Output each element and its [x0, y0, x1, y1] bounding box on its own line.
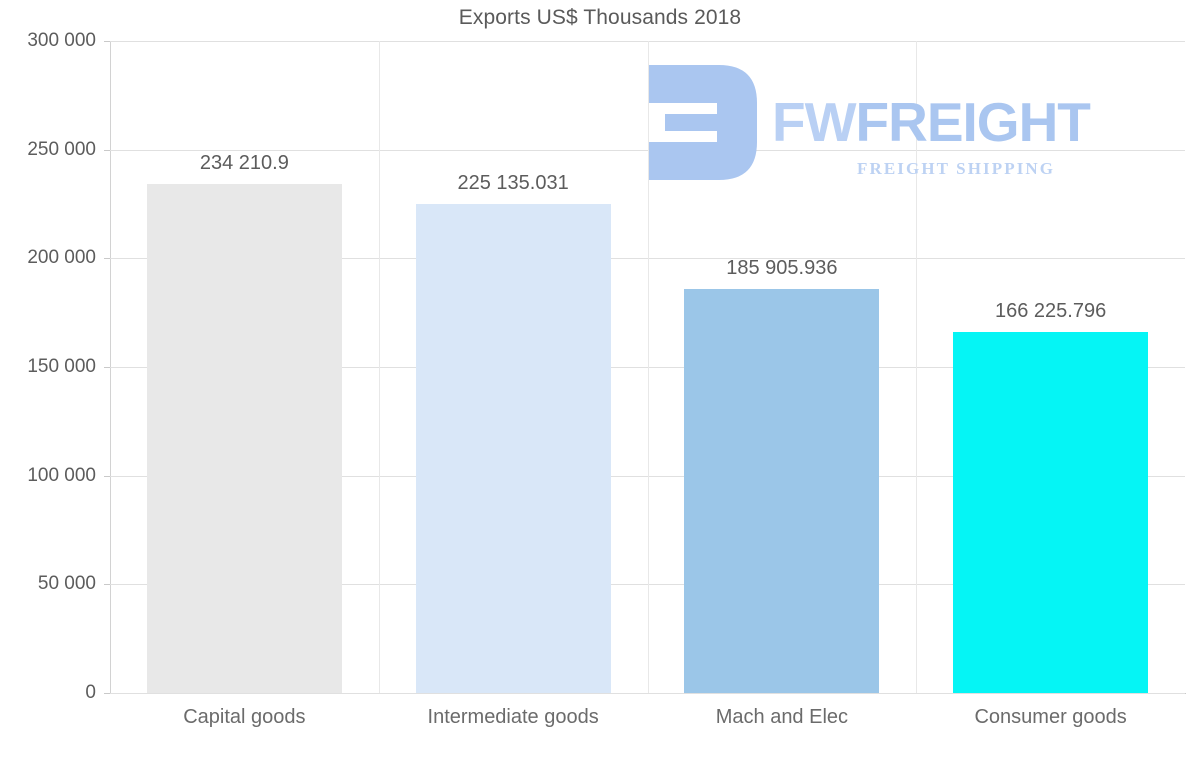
y-axis-tick-label: 250 000: [27, 138, 96, 160]
x-axis-category-label: Capital goods: [183, 706, 306, 728]
x-axis-category-label: Intermediate goods: [427, 706, 599, 728]
bar[interactable]: [684, 288, 880, 693]
gridline-horizontal: [110, 693, 1185, 694]
y-axis-tick-mark: [104, 475, 110, 477]
gridline-vertical: [378, 41, 380, 693]
y-axis-tick-mark: [104, 41, 110, 42]
bar[interactable]: [146, 183, 342, 693]
y-axis-tick-label: 50 000: [37, 573, 96, 595]
y-axis-tick-label: 200 000: [27, 247, 96, 269]
chart-title: Exports US$ Thousands 2018: [458, 6, 742, 29]
gridline-vertical: [916, 41, 918, 693]
bar[interactable]: [953, 331, 1149, 693]
bar-value-label: 185 905.936: [726, 256, 838, 279]
x-axis-category-label: Consumer goods: [974, 706, 1127, 728]
gridline-vertical: [647, 41, 649, 693]
y-axis-tick-label: 100 000: [27, 464, 96, 486]
y-axis-tick-mark: [104, 149, 110, 151]
y-axis-tick-mark: [104, 258, 110, 260]
y-axis-tick-label: 0: [85, 682, 96, 703]
x-axis-category-label: Mach and Elec: [715, 706, 849, 728]
y-axis-tick-mark: [104, 584, 110, 586]
y-axis-tick-label: 150 000: [27, 356, 96, 377]
bar-value-label: 234 210.9: [199, 151, 289, 174]
y-axis-tick-label: 300 000: [27, 30, 96, 51]
bar-value-label: 225 135.031: [457, 171, 569, 194]
y-axis-tick-mark: [104, 367, 110, 368]
bar-value-label: 166 225.796: [995, 299, 1107, 322]
y-axis-tick-mark: [104, 693, 110, 694]
plot-area: [110, 41, 1185, 694]
bar[interactable]: [415, 203, 611, 693]
